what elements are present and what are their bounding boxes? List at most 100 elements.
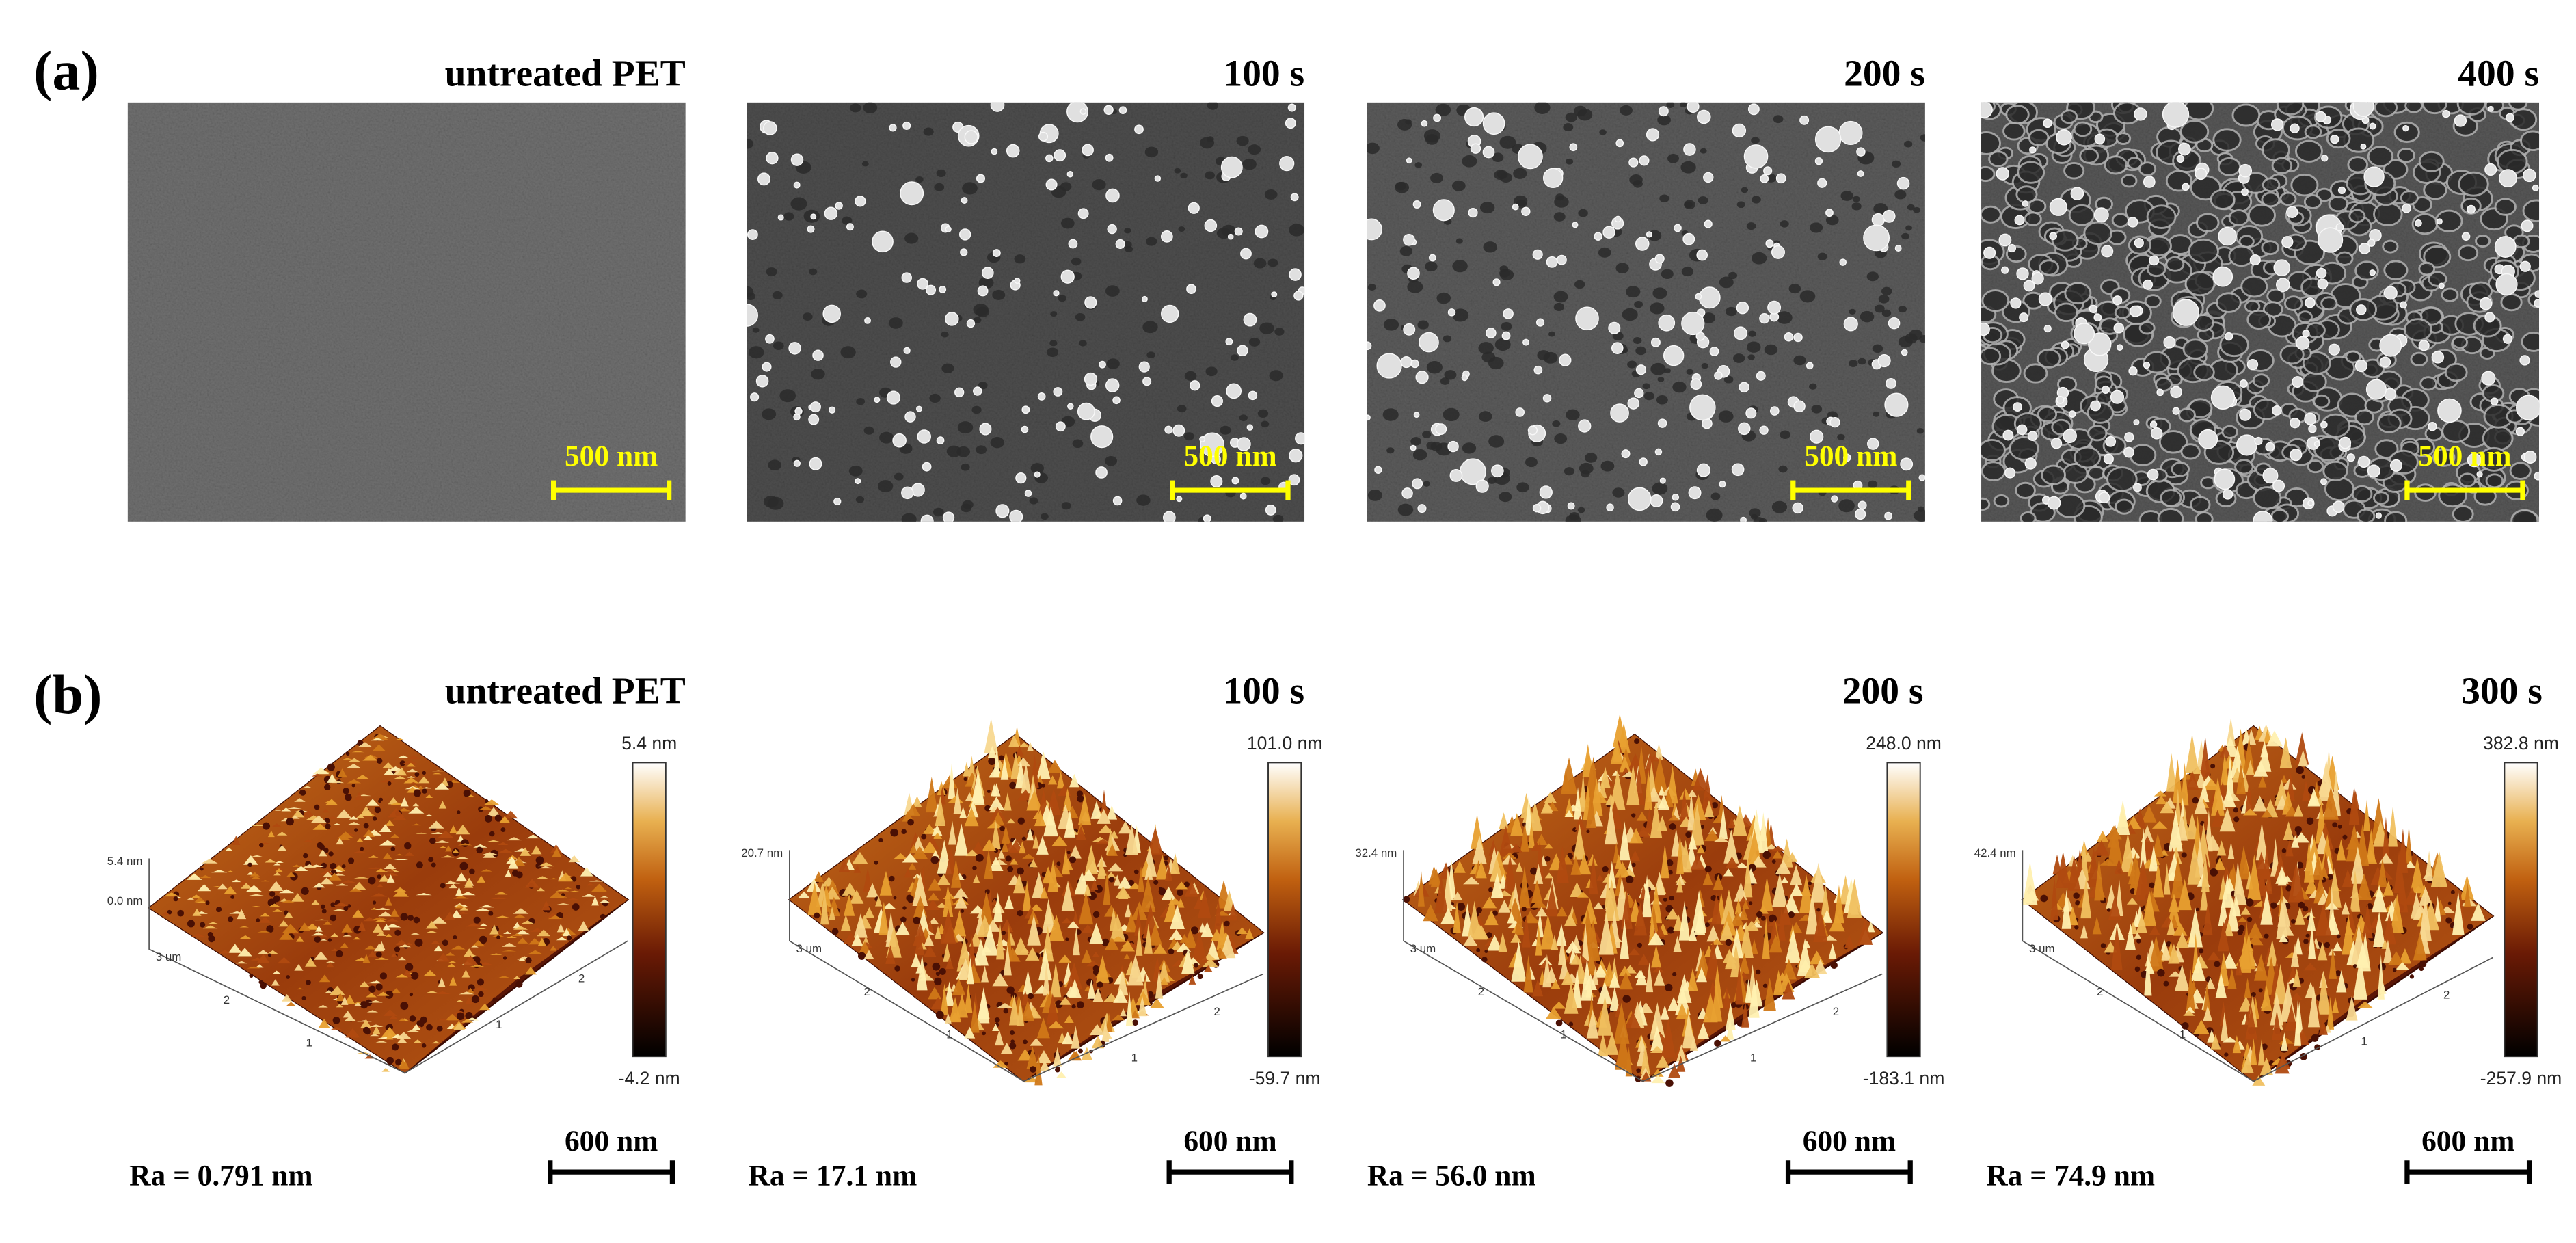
speck: [413, 916, 420, 924]
speck: [999, 755, 1004, 761]
peak: [1036, 751, 1051, 779]
pore: [2376, 413, 2402, 433]
peak: [2255, 822, 2268, 861]
particle: [960, 248, 968, 256]
peak: [2168, 809, 2183, 852]
peak: [1695, 950, 1711, 978]
speck: [1622, 995, 1631, 1003]
particle: [2272, 479, 2285, 492]
peak: [952, 978, 966, 995]
particle: [2534, 299, 2540, 308]
peak: [1586, 944, 1597, 976]
peak: [1016, 757, 1031, 767]
peak: [1695, 967, 1707, 983]
particle: [1614, 215, 1622, 223]
particle: [1288, 474, 1300, 486]
pore: [2279, 344, 2305, 365]
peak: [2295, 732, 2309, 765]
pore: [1455, 238, 1463, 244]
afm-axis: [148, 858, 628, 1074]
particle: [2316, 267, 2327, 279]
peak: [1482, 896, 1497, 909]
pore: [2143, 351, 2171, 374]
speck: [266, 925, 274, 933]
pore: [1180, 172, 1188, 179]
colorbar-max: 101.0 nm: [1247, 733, 1323, 753]
peak: [438, 801, 447, 809]
peak: [2177, 879, 2192, 911]
speck: [2210, 764, 2216, 769]
peak: [239, 935, 252, 939]
peak: [1417, 870, 1425, 907]
particle: [1199, 436, 1206, 442]
pore: [1600, 460, 1615, 472]
peak: [197, 884, 211, 892]
peak: [982, 924, 998, 956]
peak: [271, 823, 282, 827]
pore: [1851, 202, 1862, 211]
particle: [2253, 511, 2273, 522]
speck: [1492, 910, 1499, 916]
pore: [1657, 376, 1665, 382]
pore: [2469, 281, 2493, 301]
peak: [273, 872, 281, 876]
scale-bar-label: 600 nm: [565, 1125, 658, 1158]
particle: [1186, 284, 1196, 295]
speck: [2419, 960, 2427, 968]
peak: [448, 883, 458, 889]
afm-texture: [2021, 717, 2486, 1086]
peak: [1675, 987, 1691, 1015]
peak: [1140, 876, 1156, 912]
peak: [336, 809, 352, 818]
peak: [1170, 853, 1181, 874]
particle: [1055, 421, 1066, 432]
peak: [2166, 918, 2176, 935]
z-axis-label: 0.0 nm: [107, 894, 143, 907]
peak: [2173, 759, 2183, 804]
particle: [2210, 385, 2236, 410]
peak: [2173, 922, 2188, 936]
peak: [1131, 901, 1148, 920]
peak: [486, 807, 501, 817]
peak: [902, 853, 918, 863]
peak: [1144, 862, 1153, 880]
particle: [2296, 336, 2310, 350]
particle: [1231, 477, 1239, 485]
pore: [1903, 140, 1913, 148]
particle: [1688, 486, 1702, 500]
peak: [1138, 866, 1144, 892]
peak: [479, 905, 494, 908]
peak: [2302, 781, 2310, 801]
pore: [2441, 419, 2471, 443]
peak: [1615, 1031, 1632, 1070]
peak: [513, 914, 526, 918]
peak: [1177, 898, 1185, 908]
peak: [271, 866, 284, 870]
particle: [1657, 418, 1667, 428]
peak: [449, 825, 457, 833]
peak: [412, 803, 420, 807]
pore: [2182, 338, 2208, 360]
particle: [766, 152, 779, 165]
peak: [425, 931, 439, 933]
peak: [407, 775, 416, 778]
pore: [992, 289, 1006, 301]
particle: [1998, 233, 2012, 247]
speck: [600, 913, 606, 920]
peak: [267, 830, 275, 838]
peak: [1758, 905, 1769, 914]
pore: [1680, 161, 1696, 174]
speck: [368, 985, 376, 993]
peak: [1593, 964, 1609, 978]
peak: [2326, 997, 2335, 1030]
peak: [498, 842, 509, 845]
particle: [1981, 102, 1993, 118]
speck: [2149, 882, 2155, 889]
peak: [1784, 893, 1799, 913]
particle: [945, 312, 959, 326]
pore: [1773, 115, 1784, 124]
particle: [2249, 254, 2261, 266]
pore: [1525, 457, 1538, 468]
z-axis-label: 5.4 nm: [107, 855, 143, 868]
colorbar-max: 248.0 nm: [1866, 733, 1942, 753]
